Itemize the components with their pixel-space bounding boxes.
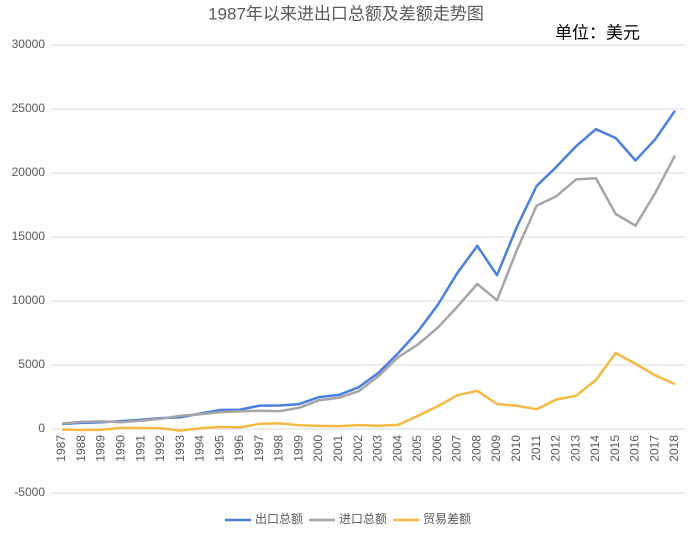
- x-tick-label: 2017: [647, 435, 661, 462]
- legend-label: 贸易差额: [423, 512, 471, 526]
- x-tick-label: 2007: [450, 435, 464, 462]
- series-line: [61, 109, 677, 426]
- x-tick-label: 1998: [272, 435, 286, 462]
- x-tick-label: 2018: [667, 435, 681, 462]
- x-tick-label: 1996: [232, 435, 246, 462]
- legend-label: 出口总额: [255, 512, 303, 526]
- x-tick-label: 2016: [628, 435, 642, 462]
- x-tick-label: 2009: [489, 435, 503, 462]
- x-tick-label: 1991: [133, 435, 147, 462]
- x-tick-label: 2014: [588, 435, 602, 462]
- chart-title: 1987年以来进出口总额及差额走势图: [208, 4, 484, 23]
- x-tick-label: 2013: [568, 435, 582, 462]
- x-tick-label: 2001: [331, 435, 345, 462]
- x-tick-label: 2015: [608, 435, 622, 462]
- x-tick-label: 1997: [252, 435, 266, 462]
- x-tick-label: 2000: [311, 435, 325, 462]
- series-line: [61, 351, 676, 432]
- x-tick-label: 1994: [193, 435, 207, 462]
- x-tick-label: 1990: [113, 435, 127, 462]
- x-tick-label: 2003: [371, 435, 385, 462]
- y-tick-label: 0: [38, 421, 45, 435]
- x-tick-label: 2011: [529, 435, 543, 461]
- series-line: [61, 155, 677, 425]
- y-tick-label: 30000: [12, 37, 46, 51]
- x-tick-label: 2004: [390, 435, 404, 462]
- y-tick-label: 5000: [18, 357, 45, 371]
- y-tick-label: 10000: [12, 293, 46, 307]
- x-tick-label: 1989: [94, 435, 108, 462]
- x-tick-label: 2005: [410, 435, 424, 462]
- y-tick-label: 15000: [12, 229, 46, 243]
- x-tick-label: 2008: [469, 435, 483, 462]
- x-tick-label: 2012: [549, 435, 563, 462]
- x-tick-label: 1988: [74, 435, 88, 462]
- unit-annotation: 单位：美元: [555, 23, 640, 42]
- x-tick-label: 2010: [509, 435, 523, 462]
- y-tick-label: -5000: [14, 485, 45, 499]
- x-tick-label: 1993: [173, 435, 187, 462]
- x-tick-label: 1995: [212, 435, 226, 462]
- x-tick-label: 2002: [351, 435, 365, 462]
- x-tick-label: 1987: [54, 435, 68, 462]
- y-tick-label: 25000: [12, 101, 46, 115]
- y-tick-label: 20000: [12, 165, 46, 179]
- x-tick-label: 1992: [153, 435, 167, 462]
- x-tick-label: 2006: [430, 435, 444, 462]
- legend-label: 进口总额: [339, 512, 387, 526]
- x-tick-label: 1999: [291, 435, 305, 462]
